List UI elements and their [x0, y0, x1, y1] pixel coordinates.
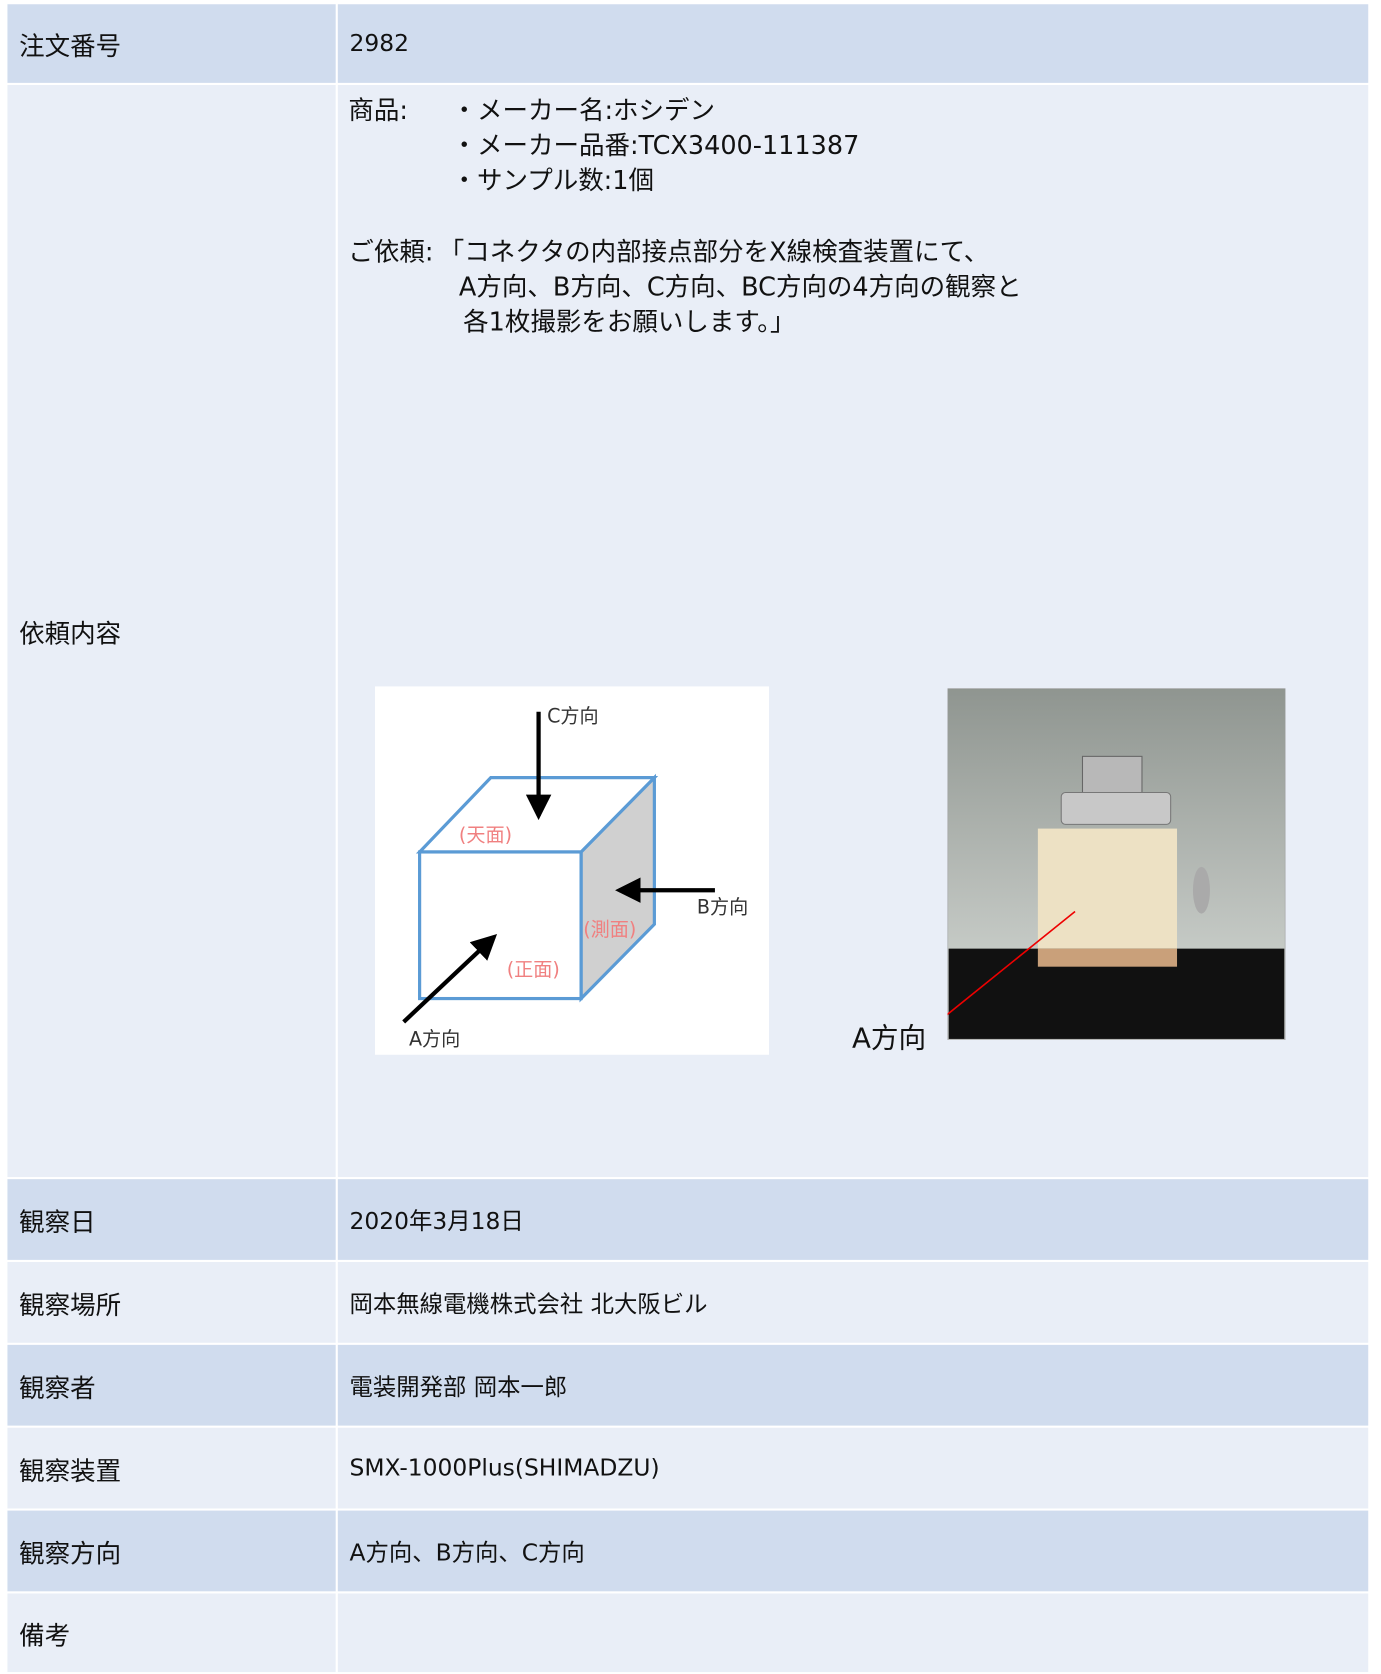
row-value: 2982 — [337, 4, 1369, 83]
diagram-label: (正面) — [507, 958, 560, 981]
pointer-ext — [939, 1009, 950, 1030]
row-value: SMX-1000Plus(SHIMADZU) — [337, 1427, 1369, 1509]
row-label: 観察者 — [7, 1344, 336, 1426]
connector-pin — [1192, 866, 1210, 914]
request-label: ご依頼: — [348, 236, 434, 267]
row-label: 依頼内容 — [7, 84, 336, 1178]
row-value: 岡本無線電機株式会社 北大阪ビル — [337, 1262, 1369, 1343]
diagram-label: C方向 — [547, 704, 599, 727]
diagram-label: (測面) — [583, 918, 636, 941]
request-line: 各1枚撮影をお願いします。」 — [463, 307, 796, 337]
cube-front — [418, 850, 583, 1001]
row-label: 注文番号 — [7, 4, 336, 83]
diagram-label: (天面) — [459, 823, 512, 846]
request-line: A方向、B方向、C方向、BC方向の4方向の観察と — [458, 271, 1022, 302]
connector-thread — [1081, 755, 1143, 796]
row-label: 観察装置 — [7, 1427, 336, 1509]
product-line: ・メーカー品番:TCX3400-111387 — [451, 130, 860, 161]
product-label: 商品: — [348, 95, 409, 126]
row-label: 観察場所 — [7, 1262, 336, 1343]
direction-diagram: C方向 B方向 A方向 (天面) (測面) (正面) — [374, 686, 770, 1055]
row-value: 2020年3月18日 — [337, 1179, 1369, 1260]
row-value — [337, 1593, 1369, 1673]
sample-photo — [947, 688, 1286, 1040]
diagram-label: B方向 — [697, 896, 748, 919]
row-value: A方向、B方向、C方向 — [337, 1510, 1369, 1592]
row-label: 備考 — [7, 1593, 336, 1673]
pointer-line — [947, 910, 1076, 1016]
row-value: 電装開発部 岡本一郎 — [337, 1344, 1369, 1426]
photo-label: A方向 — [851, 1022, 927, 1055]
product-line: ・メーカー名:ホシデン — [451, 95, 716, 126]
diagram-label: A方向 — [409, 1027, 460, 1050]
request-line: 「コネクタの内部接点部分をX線検査装置にて、 — [438, 236, 990, 267]
connector-bottom — [1037, 948, 1178, 967]
connector-body — [1037, 828, 1178, 949]
direction-arrow — [402, 934, 498, 1024]
connector-nut — [1060, 791, 1172, 825]
row-label: 観察日 — [7, 1179, 336, 1260]
row-label: 観察方向 — [7, 1510, 336, 1592]
product-line: ・サンプル数:1個 — [451, 165, 654, 196]
